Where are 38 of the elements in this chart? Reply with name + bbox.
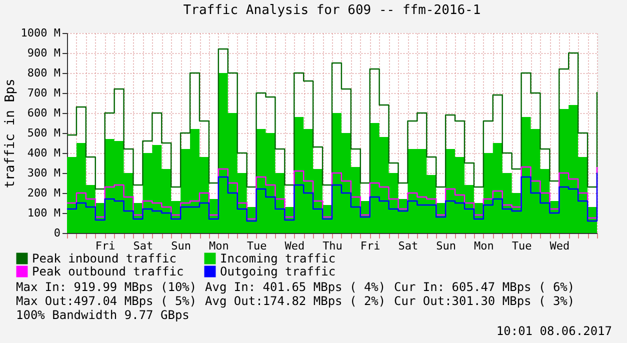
text: Avg In: 401.65 MBps ( 4%) (205, 280, 386, 294)
y-tick-label: 300 M (27, 166, 61, 180)
y-tick-label: 1000 M (20, 26, 61, 40)
text: Max Out:497.04 MBps ( 5%) (16, 294, 197, 308)
text: Avg Out:174.82 MBps ( 2%) (205, 294, 386, 308)
x-tick-label: Mon (474, 240, 494, 252)
x-tick-label: Mon (208, 240, 229, 252)
x-tick-label: Sun (436, 240, 456, 252)
x-tick-label: Wed (550, 240, 570, 252)
y-tick-label: 900 M (27, 46, 61, 60)
legend-label: Incoming traffic (220, 252, 336, 266)
x-tick-label: Wed (284, 240, 305, 252)
y-tick-label: 0 (54, 226, 60, 240)
y-tick-label: 400 M (27, 146, 61, 160)
y-tick-label: 200 M (27, 186, 61, 200)
x-tick-label: Sat (398, 240, 418, 252)
x-tick-label: Tue (246, 240, 267, 252)
text: Cur Out:301.30 MBps ( 3%) (394, 294, 575, 308)
text: 10:01 08.06.2017 (496, 324, 612, 338)
text: 100% Bandwidth 9.77 GBps (16, 308, 190, 322)
x-tick-label: Sun (171, 240, 192, 252)
x-tick-label: Sat (133, 240, 154, 252)
y-tick-label: 500 M (27, 126, 61, 140)
text: Max In: 919.99 MBps (10%) (16, 280, 197, 294)
y-tick-label: 800 M (27, 66, 61, 80)
y-tick-label: 700 M (27, 86, 61, 100)
x-tick-label: Thu (322, 240, 342, 252)
y-tick-label: 100 M (27, 206, 61, 220)
x-tick-label: Fri (360, 240, 380, 252)
legend-label: Peak outbound traffic (32, 264, 184, 278)
x-tick-label: Tue (512, 240, 532, 252)
y-tick-label: 600 M (27, 106, 61, 120)
y-axis-title: traffic in Bps (2, 78, 18, 188)
chart-title: Traffic Analysis for 609 -- ffm-2016-1 (183, 3, 481, 18)
text: Cur In: 605.47 MBps ( 6%) (394, 280, 575, 294)
legend-label: Outgoing traffic (220, 264, 336, 278)
legend-label: Peak inbound traffic (32, 252, 176, 266)
x-tick-label: Fri (95, 240, 116, 252)
